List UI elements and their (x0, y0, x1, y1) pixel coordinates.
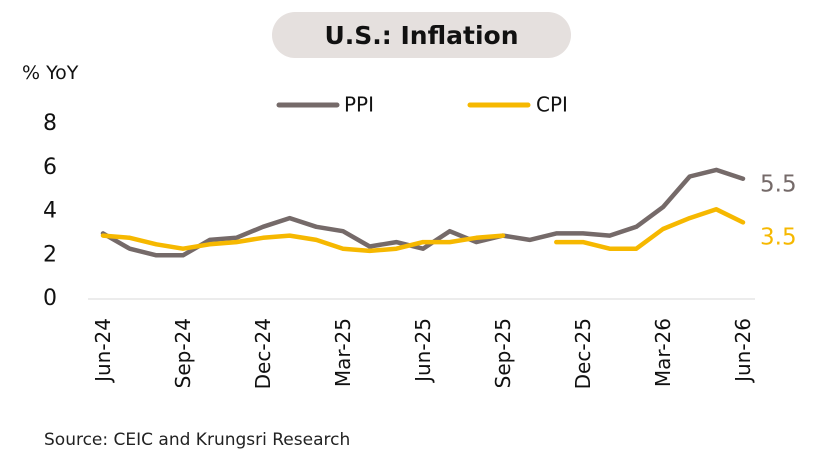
x-tick-label: Sep-24 (171, 318, 195, 388)
series-line-ppi (100, 167, 746, 258)
y-tick-label: 2 (43, 242, 57, 267)
y-tick-label: 8 (43, 111, 57, 136)
x-tick-label: Jun-25 (411, 318, 435, 384)
legend-label-cpi: CPI (536, 93, 568, 117)
x-tick-label: Sep-25 (491, 318, 515, 388)
x-tick-label: Jun-24 (91, 318, 115, 384)
end-value-label-ppi: 5.5 (760, 172, 797, 198)
x-tick-label: Dec-24 (251, 318, 275, 389)
end-value-label-cpi: 3.5 (760, 225, 797, 251)
source-note: Source: CEIC and Krungsri Research (44, 430, 351, 450)
x-tick-label: Mar-26 (651, 318, 675, 387)
chart-title: U.S.: Inflation (324, 20, 519, 50)
series-line-cpi (554, 207, 746, 251)
series-line-cpi (100, 233, 506, 254)
y-tick-label: 4 (43, 199, 57, 224)
y-tick-label: 0 (43, 286, 57, 311)
x-tick-label: Mar-25 (331, 318, 355, 387)
x-tick-label: Jun-26 (731, 318, 755, 384)
y-tick-label: 6 (43, 155, 57, 180)
title-pill: U.S.: Inflation (272, 12, 571, 58)
legend-label-ppi: PPI (344, 93, 374, 117)
x-tick-label: Dec-25 (571, 318, 595, 389)
y-axis-unit-label: % YoY (22, 62, 79, 84)
